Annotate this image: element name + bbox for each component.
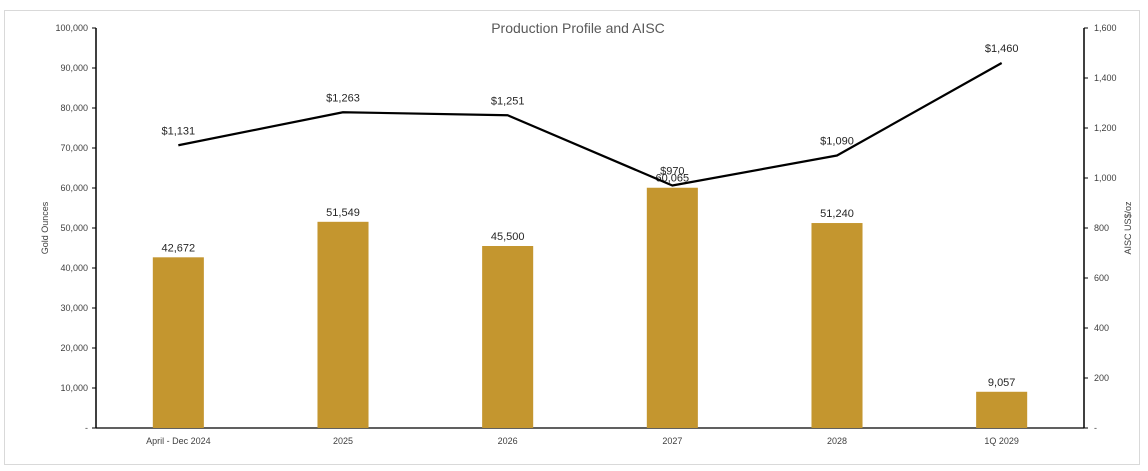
left-ticks: - 10,000 20,000 30,000 40,000 50,000 60,000 70,… bbox=[55, 23, 96, 433]
aisc-data-label: $1,131 bbox=[162, 125, 196, 137]
y2-tick-label: 1,000 bbox=[1094, 173, 1117, 183]
y2-tick-label: 600 bbox=[1094, 273, 1109, 283]
line-labels: $1,131 $1,263 $1,251 $970 $1,090 $1,460 bbox=[162, 43, 1019, 178]
aisc-data-label: $1,090 bbox=[820, 136, 854, 148]
y2-tick-label: 200 bbox=[1094, 373, 1109, 383]
x-tick-label: 2026 bbox=[498, 436, 518, 446]
bars bbox=[152, 187, 1028, 428]
y2-tick-label: 1,200 bbox=[1094, 123, 1117, 133]
bar-data-label: 9,057 bbox=[988, 377, 1016, 389]
line-series bbox=[178, 62, 1003, 187]
bar bbox=[811, 223, 863, 428]
x-tick-label: April - Dec 2024 bbox=[146, 436, 211, 446]
chart-frame bbox=[4, 10, 1140, 465]
aisc-data-label: $1,251 bbox=[491, 95, 525, 107]
y2-tick-label: - bbox=[1094, 423, 1097, 433]
aisc-data-label: $1,263 bbox=[326, 92, 360, 104]
y-tick-label: 90,000 bbox=[60, 63, 88, 73]
y2-tick-label: 800 bbox=[1094, 223, 1109, 233]
bar-data-label: 51,240 bbox=[820, 208, 854, 220]
right-ticks: - 200 400 600 800 1,000 1,200 1,400 1,600 bbox=[1084, 23, 1117, 433]
y-axis-title: Gold Ounces bbox=[40, 201, 50, 254]
y-tick-label: 20,000 bbox=[60, 343, 88, 353]
y-tick-label: 70,000 bbox=[60, 143, 88, 153]
bar-data-label: 42,672 bbox=[162, 242, 196, 254]
bar bbox=[482, 246, 534, 428]
aisc-line bbox=[178, 62, 1003, 187]
x-ticks: April - Dec 2024 2025 2026 2027 2028 1Q 2029 bbox=[146, 436, 1019, 446]
bar bbox=[152, 257, 204, 428]
x-tick-label: 2025 bbox=[333, 436, 353, 446]
y-tick-label: 30,000 bbox=[60, 303, 88, 313]
bar bbox=[317, 221, 369, 428]
y2-tick-label: 1,600 bbox=[1094, 23, 1117, 33]
x-tick-label: 2027 bbox=[662, 436, 682, 446]
bar-data-label: 51,549 bbox=[326, 207, 360, 219]
x-tick-label: 2028 bbox=[827, 436, 847, 446]
bar bbox=[976, 391, 1028, 428]
aisc-data-label: $970 bbox=[660, 166, 684, 178]
x-tick-label: 1Q 2029 bbox=[984, 436, 1019, 446]
y-tick-label: 50,000 bbox=[60, 223, 88, 233]
y2-tick-label: 1,400 bbox=[1094, 73, 1117, 83]
y-tick-label: - bbox=[85, 423, 88, 433]
y-tick-label: 100,000 bbox=[55, 23, 88, 33]
chart-title: Production Profile and AISC bbox=[491, 20, 665, 36]
y2-axis-title: AISC US$/oz bbox=[1123, 201, 1133, 255]
aisc-data-label: $1,460 bbox=[985, 43, 1019, 55]
y2-tick-label: 400 bbox=[1094, 323, 1109, 333]
y-tick-label: 40,000 bbox=[60, 263, 88, 273]
y-tick-label: 80,000 bbox=[60, 103, 88, 113]
bar bbox=[646, 187, 698, 428]
y-tick-label: 60,000 bbox=[60, 183, 88, 193]
y-tick-label: 10,000 bbox=[60, 383, 88, 393]
bar-data-label: 45,500 bbox=[491, 231, 525, 243]
axes bbox=[95, 28, 1085, 429]
